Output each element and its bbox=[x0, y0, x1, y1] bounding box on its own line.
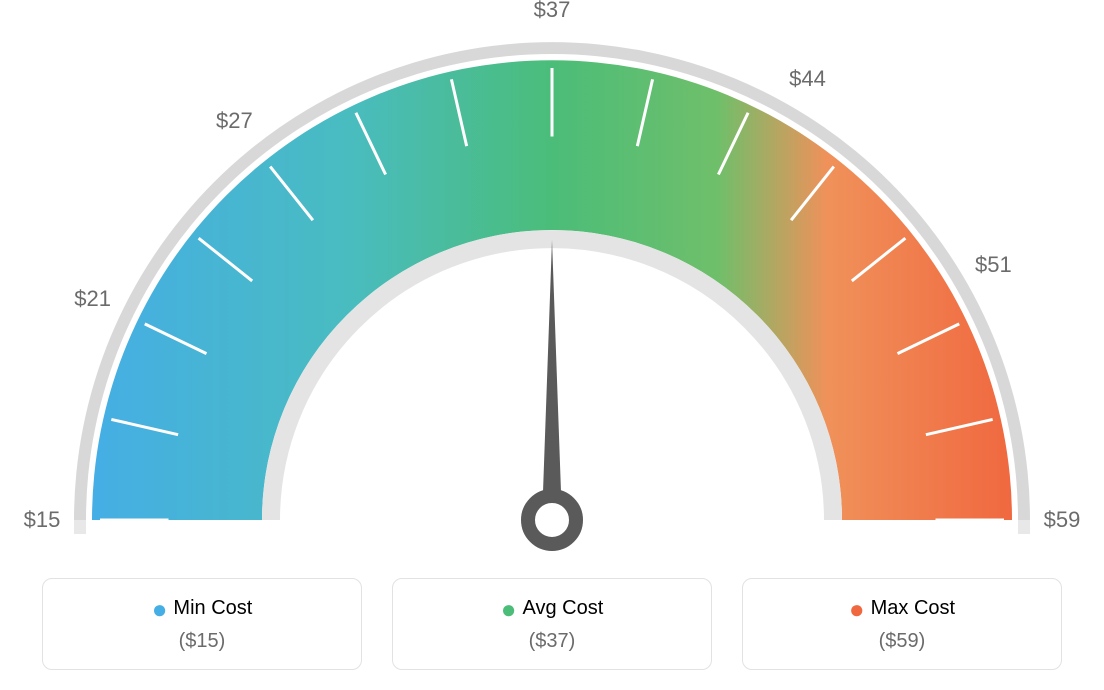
gauge-tick-label: $44 bbox=[789, 66, 826, 92]
legend-dot-min: ● bbox=[152, 594, 168, 624]
legend-value-avg: ($37) bbox=[403, 630, 701, 653]
legend-row: ●Min Cost ($15) ●Avg Cost ($37) ●Max Cos… bbox=[0, 578, 1104, 670]
legend-value-min: ($15) bbox=[53, 630, 351, 653]
legend-card-max: ●Max Cost ($59) bbox=[742, 578, 1062, 670]
legend-dot-avg: ● bbox=[501, 594, 517, 624]
gauge-chart: $15 $21 $27 $37 $44 $51 $59 bbox=[0, 0, 1104, 580]
gauge-tick-label: $51 bbox=[975, 252, 1012, 278]
gauge-tick-label: $37 bbox=[534, 0, 571, 23]
legend-title-avg: ●Avg Cost bbox=[403, 597, 701, 620]
legend-title-max: ●Max Cost bbox=[753, 597, 1051, 620]
gauge-tick-label: $59 bbox=[1044, 507, 1081, 533]
legend-label-min: Min Cost bbox=[173, 597, 252, 619]
legend-title-min: ●Min Cost bbox=[53, 597, 351, 620]
gauge-tick-label: $15 bbox=[24, 507, 61, 533]
legend-value-max: ($59) bbox=[753, 630, 1051, 653]
legend-label-max: Max Cost bbox=[871, 597, 955, 619]
legend-dot-max: ● bbox=[849, 594, 865, 624]
legend-label-avg: Avg Cost bbox=[522, 597, 603, 619]
legend-card-min: ●Min Cost ($15) bbox=[42, 578, 362, 670]
gauge-tick-label: $21 bbox=[74, 286, 111, 312]
gauge-svg bbox=[0, 0, 1104, 580]
legend-card-avg: ●Avg Cost ($37) bbox=[392, 578, 712, 670]
gauge-tick-label: $27 bbox=[216, 108, 253, 134]
